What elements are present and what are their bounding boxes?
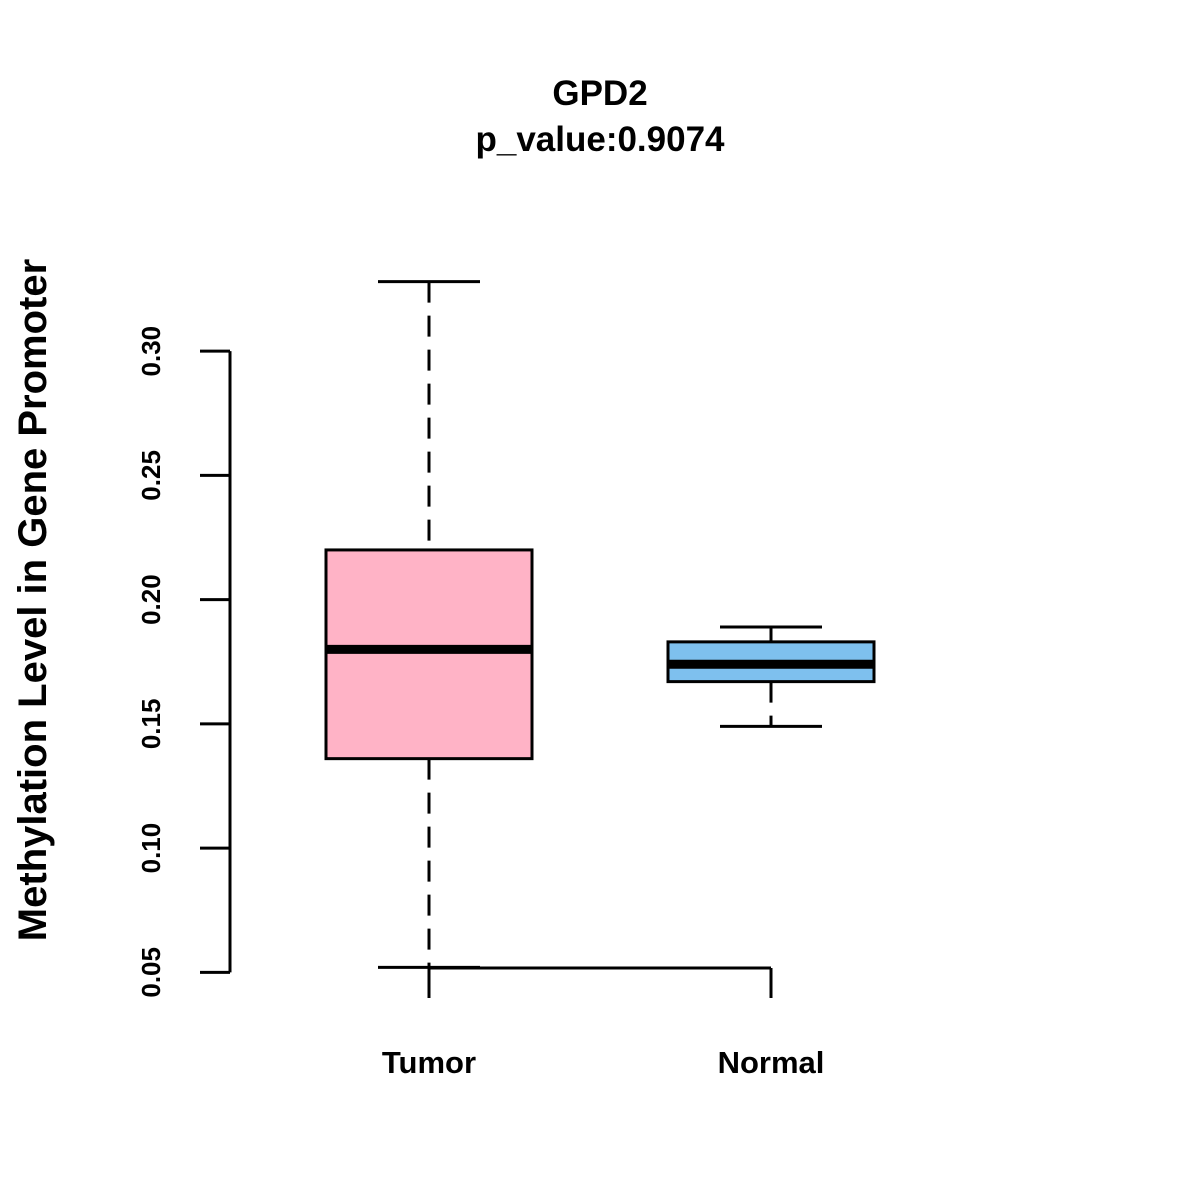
y-tick-label: 0.05 xyxy=(136,947,166,998)
x-axis: Tumor Normal xyxy=(382,966,825,1080)
x-category-label-tumor: Tumor xyxy=(382,1045,476,1080)
iqr-box xyxy=(324,548,534,761)
y-tick-label: 0.30 xyxy=(136,326,166,377)
y-axis: 0.05 0.10 0.15 0.20 0.25 0.30 xyxy=(136,326,232,998)
y-tick-label: 0.20 xyxy=(136,574,166,625)
y-axis-label: Methylation Level in Gene Promoter xyxy=(11,259,55,941)
y-tick-label: 0.10 xyxy=(136,823,166,874)
chart-title: GPD2 xyxy=(552,74,647,113)
y-tick-label: 0.15 xyxy=(136,699,166,750)
y-tick-label: 0.25 xyxy=(136,450,166,501)
box-tumor xyxy=(324,280,534,969)
chart-subtitle: p_value:0.9074 xyxy=(475,120,725,159)
boxes-group xyxy=(324,280,876,969)
box-normal xyxy=(666,625,876,728)
x-category-label-normal: Normal xyxy=(718,1045,825,1080)
